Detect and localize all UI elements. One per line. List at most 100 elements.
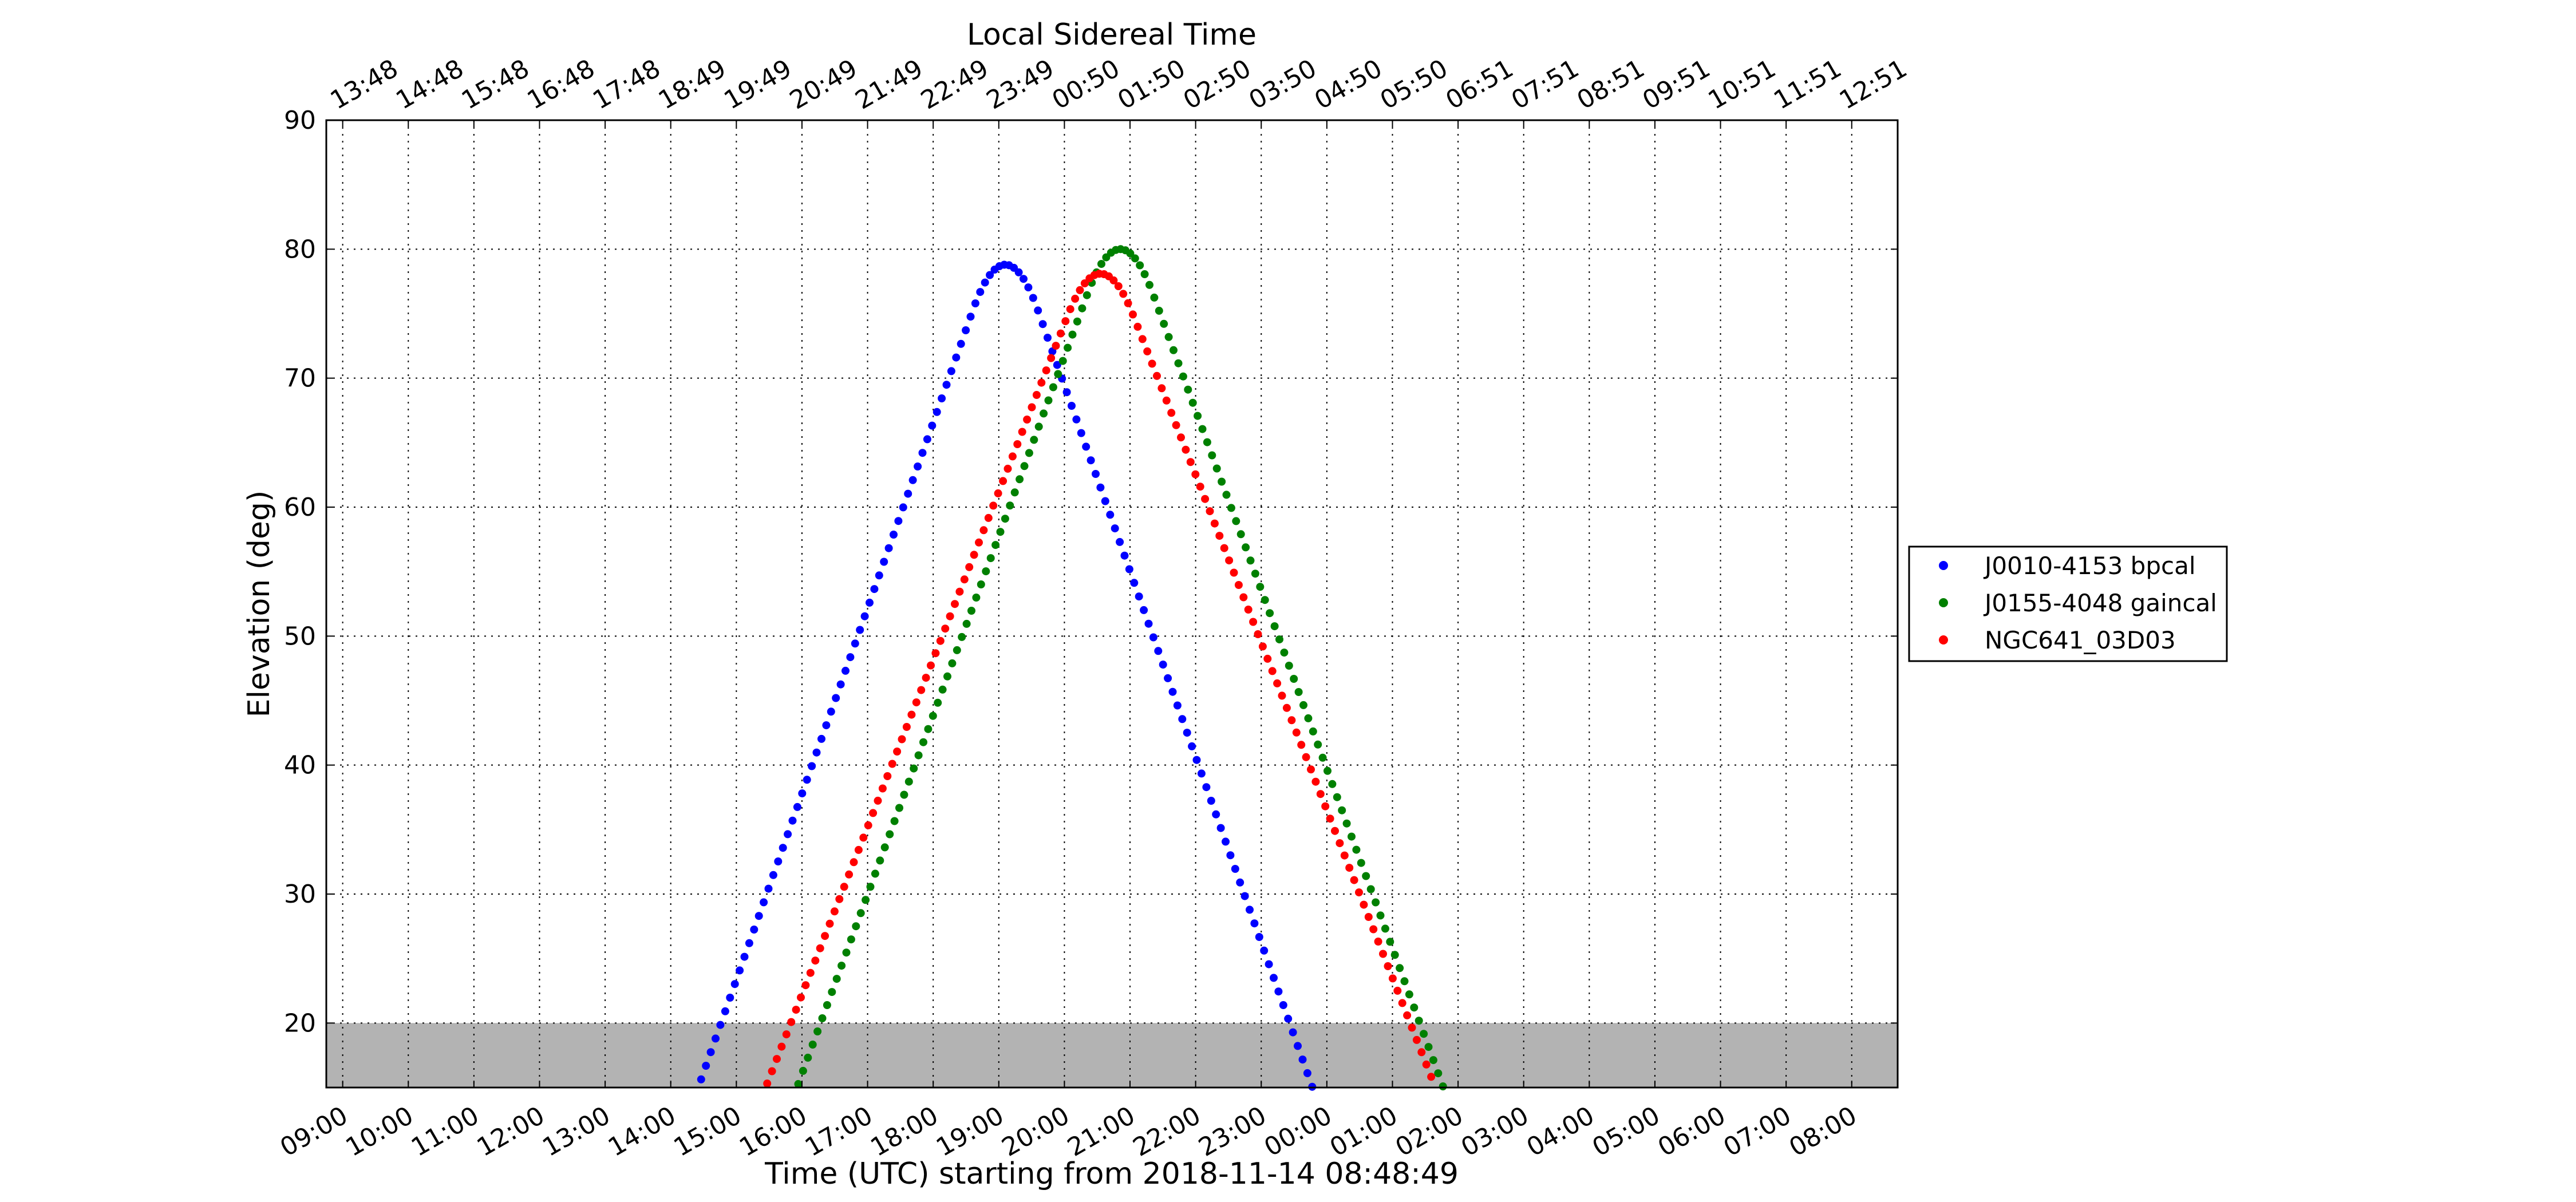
data-point-series-2	[1268, 667, 1277, 675]
data-point-series-0	[1111, 524, 1119, 533]
data-point-series-2	[1177, 433, 1185, 442]
data-point-series-1	[876, 856, 884, 865]
data-point-series-1	[1010, 488, 1019, 497]
data-point-series-0	[899, 503, 907, 512]
data-point-series-2	[1239, 593, 1248, 602]
data-point-series-2	[931, 649, 940, 658]
data-point-series-2	[1061, 317, 1070, 326]
data-point-series-2	[888, 760, 896, 768]
data-point-series-1	[991, 541, 1000, 549]
y-tick-label: 20	[284, 1009, 316, 1038]
data-point-series-1	[1140, 270, 1149, 278]
data-point-series-0	[1135, 592, 1143, 601]
data-point-series-2	[1052, 342, 1060, 350]
data-point-series-2	[840, 883, 848, 891]
y-tick-label: 70	[284, 364, 316, 393]
x-tick-label: 07:00	[1718, 1101, 1796, 1163]
data-point-series-0	[957, 339, 965, 348]
data-point-series-1	[1155, 306, 1163, 315]
data-point-series-0	[721, 1007, 729, 1015]
x-tick-label: 09:00	[275, 1101, 353, 1163]
data-point-series-2	[835, 895, 844, 903]
data-point-series-0	[1038, 320, 1047, 329]
top-tick-label: 13:48	[326, 54, 403, 116]
data-point-series-0	[754, 912, 763, 920]
data-point-series-0	[1212, 810, 1220, 819]
data-point-series-0	[918, 449, 927, 457]
data-point-series-1	[1082, 291, 1091, 299]
data-point-series-2	[922, 674, 930, 682]
data-point-series-1	[958, 632, 966, 641]
data-point-series-0	[1260, 946, 1269, 955]
data-point-series-2	[1023, 416, 1032, 424]
data-point-series-0	[846, 653, 855, 662]
data-point-series-2	[859, 833, 868, 842]
data-point-series-2	[1336, 839, 1344, 848]
data-point-series-2	[936, 636, 945, 645]
data-point-series-1	[1357, 859, 1365, 867]
data-point-series-2	[1374, 938, 1382, 946]
data-point-series-1	[1184, 385, 1192, 394]
data-point-series-2	[1003, 464, 1012, 473]
data-point-series-1	[929, 711, 937, 720]
data-point-series-0	[1270, 974, 1278, 982]
data-point-series-2	[1297, 741, 1306, 749]
data-point-series-0	[1236, 878, 1244, 887]
data-point-series-0	[827, 707, 835, 716]
data-point-series-2	[1422, 1060, 1431, 1069]
legend-marker-bpcal	[1939, 561, 1948, 570]
data-point-series-1	[1203, 438, 1211, 446]
data-point-series-0	[1284, 1014, 1293, 1023]
data-point-series-2	[1215, 532, 1224, 540]
data-point-series-1	[1020, 462, 1029, 470]
data-point-series-0	[1029, 294, 1037, 302]
data-point-series-2	[777, 1042, 786, 1051]
data-point-series-1	[1208, 451, 1216, 460]
data-point-series-2	[811, 956, 820, 965]
data-point-series-0	[1130, 579, 1139, 587]
data-point-series-1	[823, 1001, 831, 1009]
data-point-series-2	[951, 600, 959, 608]
data-point-series-2	[1345, 864, 1354, 872]
data-point-series-0	[779, 844, 787, 852]
data-point-series-2	[878, 784, 887, 793]
data-point-series-0	[760, 898, 768, 907]
top-tick-label: 10:51	[1704, 54, 1781, 116]
data-point-series-1	[1232, 517, 1240, 525]
data-point-series-1	[895, 804, 903, 812]
data-point-series-2	[1071, 294, 1080, 303]
data-point-series-2	[1403, 1011, 1412, 1019]
top-tick-label: 14:48	[391, 54, 468, 116]
data-point-series-1	[1006, 501, 1014, 510]
top-tick-label: 15:48	[457, 54, 534, 116]
data-point-series-0	[1044, 334, 1052, 342]
data-point-series-2	[1119, 290, 1128, 298]
data-point-series-1	[1280, 649, 1289, 657]
data-point-series-2	[1153, 371, 1161, 380]
data-point-series-1	[1054, 370, 1062, 378]
data-point-series-0	[769, 871, 777, 879]
data-point-series-2	[1129, 310, 1137, 319]
data-point-series-1	[886, 830, 894, 839]
data-point-series-2	[874, 796, 882, 805]
data-point-series-2	[1360, 900, 1368, 909]
top-tick-label: 04:50	[1310, 54, 1387, 116]
y-tick-label: 80	[284, 235, 316, 264]
x-tick-label: 15:00	[669, 1101, 746, 1163]
x-tick-label: 16:00	[734, 1101, 812, 1163]
data-point-series-2	[1398, 999, 1406, 1007]
data-point-series-0	[908, 476, 917, 484]
data-point-series-1	[1304, 714, 1313, 722]
data-point-series-1	[1261, 596, 1269, 604]
data-point-series-0	[981, 278, 989, 287]
x-tick-label: 12:00	[472, 1101, 550, 1163]
data-point-series-0	[1294, 1042, 1302, 1050]
data-point-series-2	[979, 526, 988, 535]
data-point-series-0	[745, 939, 753, 947]
data-point-series-1	[871, 869, 879, 878]
legend-marker-ngc641	[1939, 635, 1948, 645]
data-point-series-1	[1352, 845, 1361, 854]
data-point-series-1	[1246, 556, 1255, 565]
data-point-series-0	[841, 666, 850, 675]
